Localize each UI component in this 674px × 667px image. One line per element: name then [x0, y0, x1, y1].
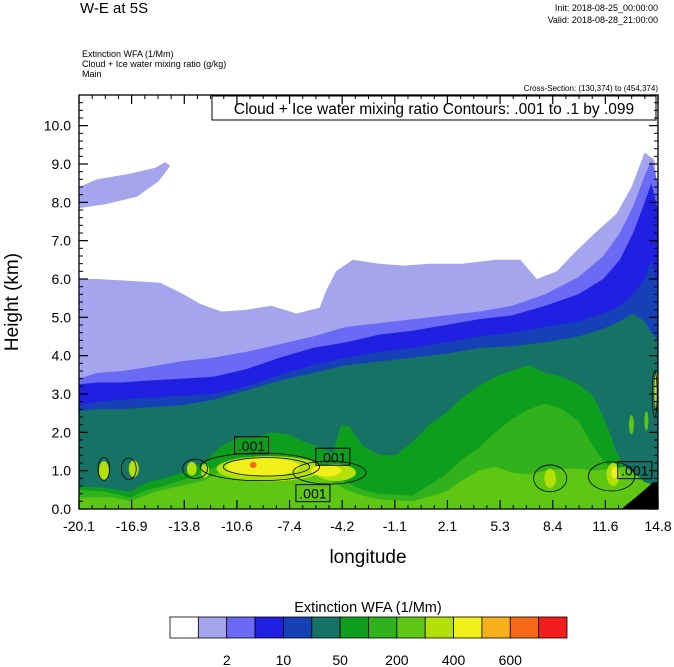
extinction-blob-2: [226, 457, 300, 477]
extinction-blob-11: [611, 466, 619, 479]
contour-line-4: [120, 457, 137, 480]
valid-time: Valid: 2018-08-28_21:00:00: [547, 15, 658, 25]
page-title: W-E at 5S: [80, 0, 149, 17]
contour-line-1: [222, 457, 311, 477]
contour-line-5: [182, 458, 208, 479]
x-tick-label: 11.6: [592, 518, 618, 534]
contour-label-box: [234, 436, 270, 455]
y-tick-label: 9.0: [52, 156, 72, 172]
colorbar-label: 2: [223, 652, 231, 667]
x-tick-label: -13.8: [168, 518, 200, 534]
colorbar-label: 600: [499, 652, 523, 667]
y-tick-label: 6.0: [52, 271, 72, 287]
contour-label: .001: [299, 486, 326, 502]
colorbar-swatch: [197, 616, 228, 639]
colorbar-label: 400: [442, 652, 466, 667]
colorbar-swatch: [453, 616, 483, 639]
x-axis-label: longitude: [329, 547, 406, 568]
x-tick-label: 2.1: [438, 518, 458, 534]
y-axis: 0.0 1.0 2.0 3.0 4.0 5.0 6.0 7.0 8.0 9.0 10.0: [44, 94, 658, 517]
x-tick-label: -1.1: [383, 518, 407, 534]
colorbar-swatch: [509, 616, 540, 639]
extinction-blob-6: [128, 460, 139, 478]
y-tick-label: 5.0: [52, 309, 72, 325]
mixing-ratio-contours: [97, 370, 658, 493]
time-info: Init: 2018-08-25_00:00:00 Valid: 2018-08…: [548, 2, 658, 26]
colorbar-title: Extinction WFA (1/Mm): [294, 600, 441, 616]
contour-label: .001: [319, 449, 346, 465]
extinction-blob-4: [249, 461, 257, 468]
contour-label-box: [315, 447, 351, 466]
y-tick-label: 2.0: [52, 424, 72, 440]
extinction-blob-3: [311, 464, 342, 477]
colorbar-swatch: [311, 616, 341, 639]
colorbar-swatch: [481, 616, 511, 639]
extinction-fill: [79, 152, 658, 509]
colorbar-swatch: [368, 616, 398, 639]
contour-legend: Cloud + Ice water mixing ratio Contours:…: [211, 95, 657, 121]
colorbar-swatch: [226, 616, 256, 639]
colorbar-swatch: [396, 616, 426, 639]
cross-section-label: Cross-Section: (130,374) to (454,374): [523, 84, 658, 93]
y-tick-label: 0.0: [52, 501, 72, 517]
extinction-blob-14: [628, 415, 634, 435]
y-tick-label: 3.0: [52, 386, 72, 402]
contour-line-2: [292, 460, 367, 485]
extinction-blob-15: [644, 411, 649, 431]
colorbar-label: 200: [385, 652, 409, 667]
x-tick-label: -7.4: [277, 518, 301, 534]
x-tick-label: 5.3: [490, 518, 510, 534]
contour-line-7: [587, 461, 636, 492]
y-tick-label: 1.0: [52, 463, 72, 479]
y-tick-label: 8.0: [52, 194, 72, 210]
colorbar: 2 10 50 200 400 600: [169, 616, 568, 667]
y-tick-label: 7.0: [52, 233, 72, 249]
y-tick-label: 10.0: [44, 118, 71, 134]
colorbar-swatch: [538, 616, 568, 639]
contour-label: .001: [621, 463, 648, 479]
field-cloud-ice: Cloud + Ice water mixing ratio (g/kg): [82, 59, 227, 69]
colorbar-label: 10: [276, 652, 292, 667]
contour-line-6: [533, 464, 568, 493]
x-tick-label: -10.6: [221, 518, 253, 534]
x-tick-label: 8.4: [543, 518, 563, 534]
contour-line-0: [199, 452, 320, 482]
contour-labels: .001 .001 .001 .001: [234, 436, 653, 503]
x-axis: -20.1 -16.9 -13.8 -10.6 -7.4 -4.2 -1.1 2.1 5.3 8.…: [63, 95, 672, 534]
y-axis-label: Height (km): [2, 253, 23, 351]
extinction-blob-9: [544, 468, 556, 488]
field-extinction: Extinction WFA (1/Mm): [82, 49, 174, 59]
field-main: Main: [82, 69, 102, 79]
colorbar-swatch: [339, 616, 369, 639]
x-tick-label: -4.2: [330, 518, 354, 534]
colorbar-swatch: [254, 616, 284, 639]
colorbar-label: 50: [332, 652, 348, 667]
y-tick-label: 4.0: [52, 348, 72, 364]
contour-label-box: [295, 484, 331, 503]
colorbar-swatch: [424, 616, 454, 639]
contour-legend-text: Cloud + Ice water mixing ratio Contours:…: [234, 101, 634, 118]
field-info: Extinction WFA (1/Mm) Cloud + Ice water …: [82, 49, 226, 79]
terrain: [621, 482, 658, 509]
extinction-layer-7: [79, 464, 658, 509]
init-time: Init: 2018-08-25_00:00:00: [554, 3, 658, 13]
colorbar-swatch: [283, 616, 313, 639]
contour-line-3: [97, 456, 111, 481]
x-tick-label: -16.9: [116, 518, 148, 534]
x-tick-label: -20.1: [63, 518, 95, 534]
extinction-blob-5: [98, 461, 109, 481]
colorbar-swatch: [169, 616, 199, 639]
contour-label: .001: [238, 438, 265, 454]
extinction-blob-7: [186, 461, 197, 476]
x-tick-label: 14.8: [644, 518, 671, 534]
